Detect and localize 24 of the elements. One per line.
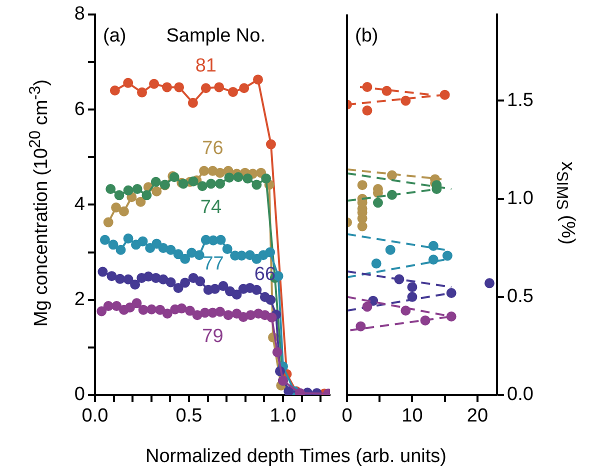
annotation: Sample No. <box>166 26 266 47</box>
x-tick-label: 20 <box>466 406 488 427</box>
x-axis-title: Normalized depth Times (arb. units) <box>146 446 446 468</box>
series-label: 76 <box>202 138 224 160</box>
y-tick-label: 0 <box>74 384 85 406</box>
y2-tick-label: 0.0 <box>507 384 534 406</box>
x-tick-label: 10 <box>402 406 423 427</box>
series-label: 77 <box>202 254 224 275</box>
annotation: (b) <box>355 26 378 47</box>
x-tick-label: 0 <box>342 406 352 427</box>
y2-tick-label: 1.5 <box>507 90 534 111</box>
y2-tick-label: 0.5 <box>507 286 534 308</box>
x-tick-label: 1.0 <box>270 406 296 427</box>
annotation: (a) <box>103 26 126 47</box>
y-tick-label: 2 <box>74 289 85 310</box>
y-tick-label: 8 <box>74 4 85 25</box>
series-label: 74 <box>200 197 222 218</box>
x-tick-label: 0.0 <box>82 406 108 427</box>
y-tick-label: 4 <box>74 194 86 215</box>
series-label: 79 <box>202 326 224 347</box>
series-label: 81 <box>195 55 216 76</box>
y2-tick-label: 1.0 <box>507 188 534 210</box>
y-tick-label: 6 <box>74 98 85 120</box>
x-tick-label: 0.5 <box>176 406 202 427</box>
